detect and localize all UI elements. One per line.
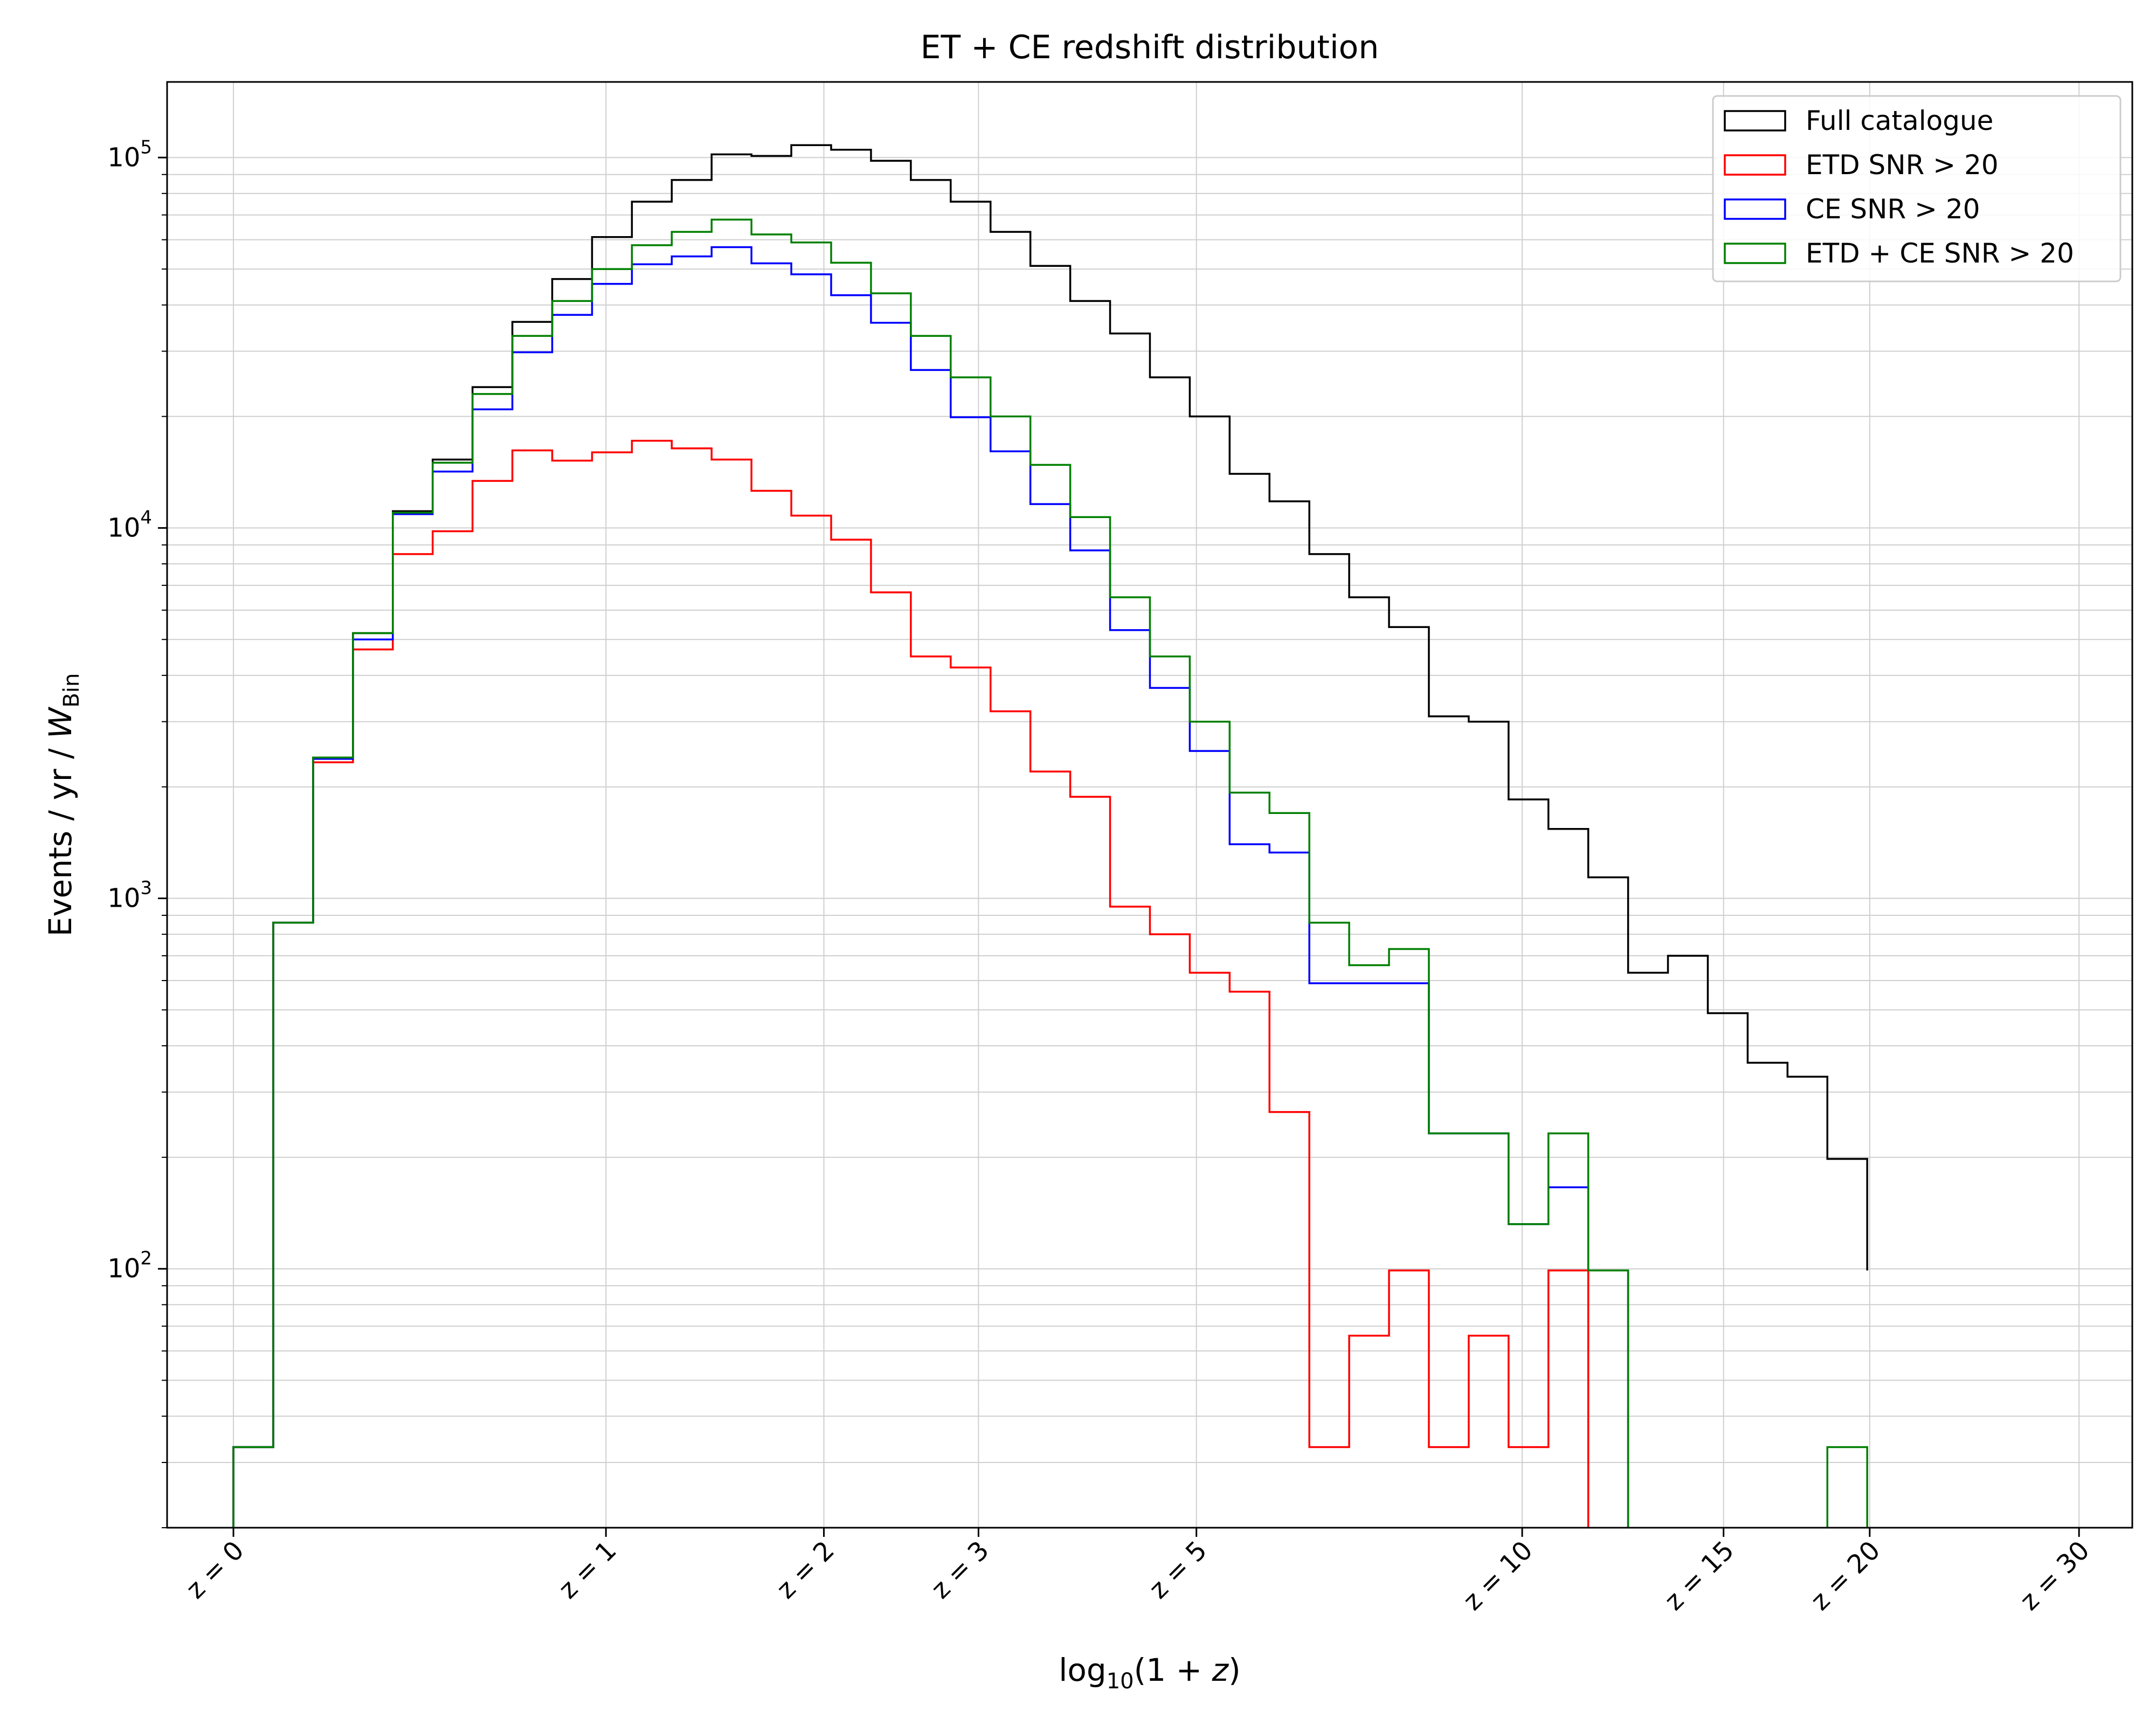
legend-label: CE SNR > 20 [1806, 194, 1980, 225]
y-tick-label: 103 [107, 878, 152, 914]
series-line-etd-snr-20 [232, 439, 1590, 1528]
legend-swatch [1724, 243, 1786, 264]
legend-label: ETD + CE SNR > 20 [1806, 238, 2074, 269]
legend-label: Full catalogue [1806, 105, 1993, 136]
series-layer [232, 144, 1868, 1528]
legend-swatch [1724, 154, 1786, 176]
legend-box [1712, 95, 2122, 282]
series-line-etd-ce-snr-20 [232, 218, 1868, 1528]
legend-swatch [1724, 110, 1786, 132]
plot-frame [166, 81, 2133, 1529]
chart-title: ET + CE redshift distribution [921, 29, 1379, 66]
y-tick-label: 105 [107, 136, 152, 172]
y-axis-label: Events / yr / WBin [42, 673, 84, 937]
y-tick-label: 104 [107, 507, 152, 543]
legend-swatch [1724, 198, 1786, 220]
series-line-full-catalogue [232, 144, 1868, 1528]
legend-label: ETD SNR > 20 [1806, 149, 1999, 181]
x-axis-label: log10(1 + z) [1059, 1652, 1240, 1694]
legend: Full catalogue ETD SNR > 20 CE SNR > 20 ETD… [1712, 95, 2122, 282]
y-tick-label: 102 [107, 1248, 152, 1284]
